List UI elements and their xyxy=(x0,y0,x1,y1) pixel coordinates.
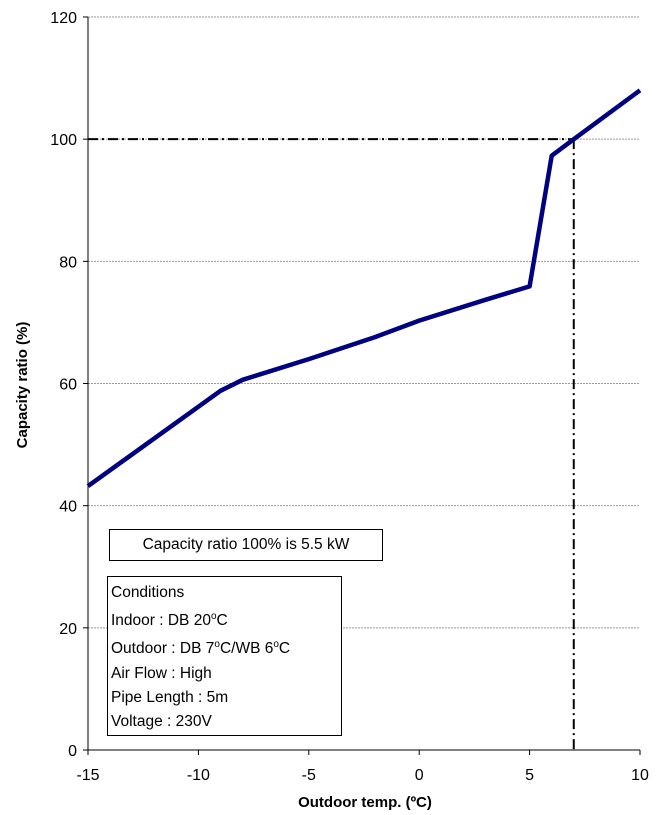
x-axis-title: Outdoor temp. (ºC) xyxy=(298,794,432,811)
x-tick-label: -10 xyxy=(187,767,210,784)
capacity-ratio-line xyxy=(86,88,642,488)
series-layer xyxy=(86,88,642,488)
conditions-voltage: Voltage : 230V xyxy=(111,713,212,731)
reference-lines xyxy=(88,138,575,750)
x-tick-label: 10 xyxy=(631,767,649,784)
x-tick-label: -15 xyxy=(76,767,99,784)
y-tick-label: 80 xyxy=(59,254,77,271)
y-tick-label: 120 xyxy=(50,10,77,27)
y-axis-title: Capacity ratio (%) xyxy=(14,322,31,449)
y-tick-label: 20 xyxy=(59,621,77,638)
x-tick-label: 0 xyxy=(415,767,424,784)
y-tick-label: 0 xyxy=(68,743,77,760)
conditions-pipe-length: Pipe Length : 5m xyxy=(111,688,229,706)
axes xyxy=(83,16,641,755)
tick-labels: 0 20 40 60 80 100 120 -15 -10 -5 0 5 10 xyxy=(50,10,649,784)
conditions-title: Conditions xyxy=(111,584,185,601)
conditions-box: Conditions Indoor : DB 20oC Outdoor : DB… xyxy=(107,576,342,736)
x-tick-label: -5 xyxy=(302,767,316,784)
conditions-outdoor: Outdoor : DB 7oC/WB 6oC xyxy=(111,639,291,658)
conditions-indoor: Indoor : DB 20oC xyxy=(111,611,228,630)
x-tick-label: 5 xyxy=(525,767,534,784)
y-tick-label: 60 xyxy=(59,377,77,394)
capacity-note: Capacity ratio 100% is 5.5 kW xyxy=(109,529,383,561)
conditions-air-flow: Air Flow : High xyxy=(111,664,212,682)
y-tick-label: 40 xyxy=(59,499,77,516)
y-tick-label: 100 xyxy=(50,132,77,149)
grid-lines xyxy=(88,16,640,629)
